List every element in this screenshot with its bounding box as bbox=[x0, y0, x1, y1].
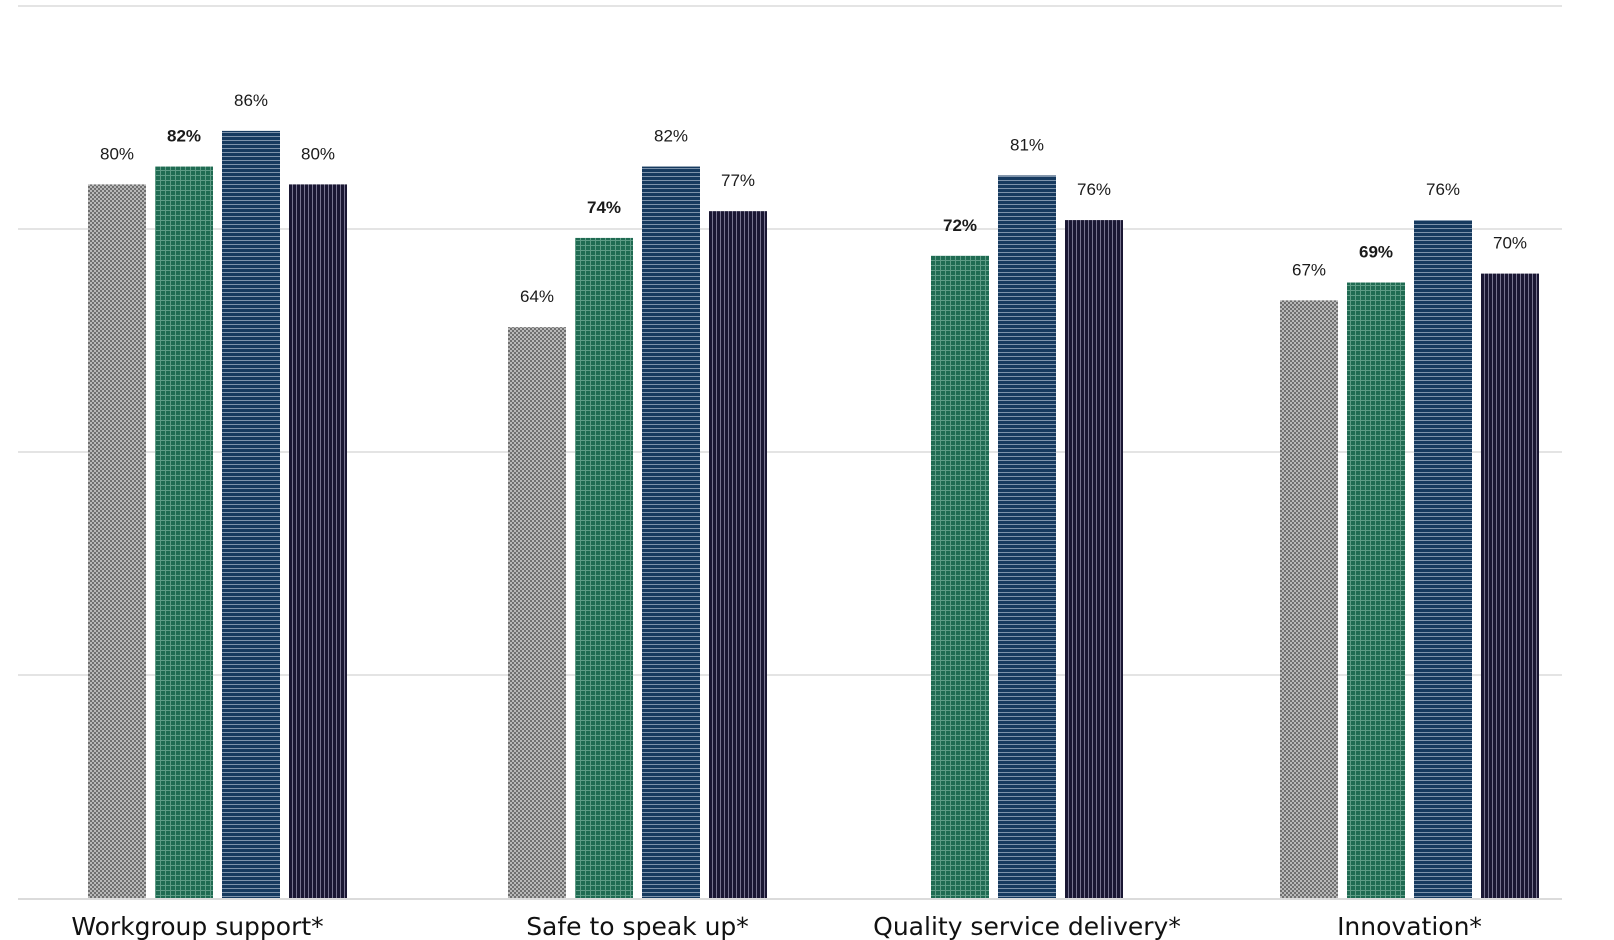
bar bbox=[88, 184, 146, 898]
bar bbox=[155, 166, 213, 898]
bar-value-label: 86% bbox=[234, 91, 268, 110]
category-label: Innovation* bbox=[1337, 912, 1482, 940]
value-labels: 80% 82% 86% 80% 64% 74% 82% 77% 72% 81% 76% 67% 69% 7… bbox=[100, 91, 1527, 306]
bar bbox=[1481, 273, 1539, 899]
bar-value-label: 81% bbox=[1010, 135, 1044, 154]
bar bbox=[1280, 300, 1338, 898]
bar-value-label: 80% bbox=[301, 144, 335, 163]
category-label: Quality service delivery* bbox=[873, 912, 1181, 940]
bar-value-label: 74% bbox=[587, 198, 621, 217]
bar bbox=[642, 166, 700, 898]
bar-value-label: 82% bbox=[654, 127, 688, 146]
bar bbox=[998, 175, 1056, 899]
bar bbox=[1414, 220, 1472, 898]
bar bbox=[289, 184, 347, 898]
bar-value-label: 67% bbox=[1292, 260, 1326, 279]
category-label: Workgroup support* bbox=[71, 912, 323, 940]
bar bbox=[1347, 282, 1405, 898]
bar-value-label: 82% bbox=[167, 127, 201, 146]
bar-value-label: 77% bbox=[721, 171, 755, 190]
bars bbox=[88, 130, 1539, 899]
category-labels: Workgroup support* Safe to speak up* Quali… bbox=[71, 912, 1482, 940]
bar bbox=[931, 255, 989, 898]
bar-value-label: 64% bbox=[520, 287, 554, 306]
bar bbox=[508, 327, 566, 898]
bar bbox=[709, 211, 767, 898]
bar-value-label: 70% bbox=[1493, 234, 1527, 253]
bar bbox=[575, 237, 633, 899]
bar-value-label: 69% bbox=[1359, 243, 1393, 262]
bar-value-label: 72% bbox=[943, 216, 977, 235]
bar-value-label: 76% bbox=[1426, 180, 1460, 199]
category-label: Safe to speak up* bbox=[526, 912, 749, 940]
bar-value-label: 76% bbox=[1077, 180, 1111, 199]
bar bbox=[222, 130, 280, 898]
bar bbox=[1065, 220, 1123, 898]
bar-value-label: 80% bbox=[100, 144, 134, 163]
